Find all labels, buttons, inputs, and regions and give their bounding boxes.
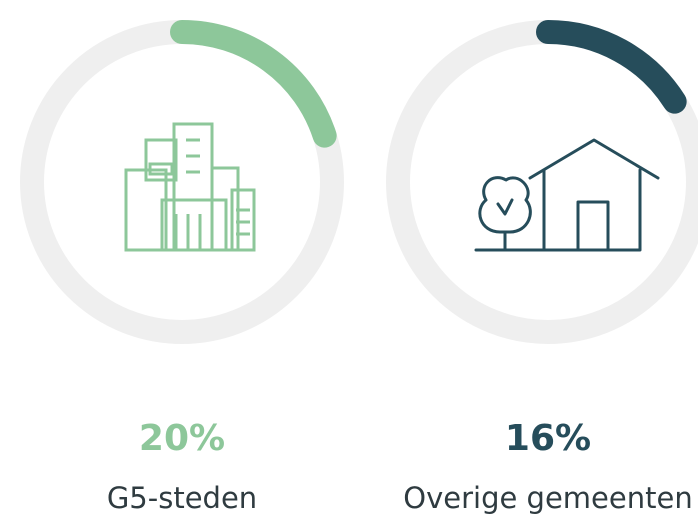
category-label: Overige gemeenten — [403, 481, 692, 515]
percentage: 16% — [505, 418, 591, 459]
house-icon — [474, 138, 660, 252]
progress-arc — [536, 20, 687, 114]
city-icon — [124, 122, 256, 252]
progress-arc — [170, 20, 337, 148]
percentage: 20% — [139, 418, 225, 459]
category-label: G5-steden — [107, 481, 257, 515]
